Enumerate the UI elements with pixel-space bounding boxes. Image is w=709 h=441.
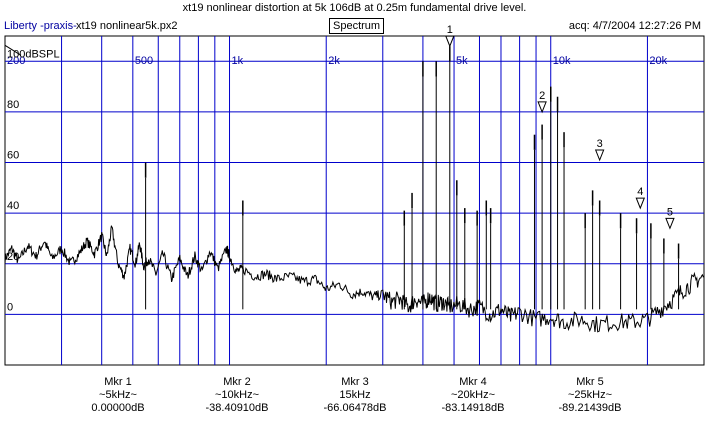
view-mode-button[interactable]: Spectrum [329, 18, 385, 34]
marker-readout-2: Mkr 2 ~10kHz~ -38.40910dB [167, 376, 307, 415]
marker-readout-freq: ~10kHz~ [214, 389, 260, 401]
marker-readout-3: Mkr 3 15kHz -66.06478dB [285, 376, 425, 415]
marker-readout-name: Mkr 1 [104, 376, 132, 388]
y-tick-label: 40 [7, 200, 19, 212]
marker-readout-1: Mkr 1 ~5kHz~ 0.00000dB [48, 376, 188, 415]
marker-readout-value: -66.06478dB [323, 402, 387, 414]
x-tick-label: 1k [232, 55, 244, 67]
x-tick-label: 5k [456, 55, 468, 67]
marker-label: 5 [667, 206, 673, 218]
marker-label: 1 [447, 24, 453, 36]
chart-title: xt19 nonlinear distortion at 5k 106dB at… [182, 2, 527, 14]
marker-readout-value: -38.40910dB [205, 402, 269, 414]
marker-readout-name: Mkr 4 [459, 376, 487, 388]
marker-triangle[interactable] [665, 217, 675, 230]
x-tick-label: 500 [135, 55, 153, 67]
marker-triangle[interactable] [594, 149, 605, 162]
marker-readout-name: Mkr 2 [223, 376, 251, 388]
x-tick-label: 200 [7, 55, 25, 67]
app-name-label: Liberty -praxis- [4, 20, 77, 32]
marker-label: 4 [637, 186, 643, 198]
acquisition-timestamp: acq: 4/7/2004 12:27:26 PM [568, 20, 701, 32]
y-tick-label: 60 [7, 150, 19, 162]
y-tick-label: 80 [7, 99, 19, 111]
marker-readout-freq: 15kHz [339, 389, 371, 401]
x-tick-label: 20k [649, 55, 667, 67]
marker-readout-freq: ~5kHz~ [99, 389, 137, 401]
marker-readout-value: -89.21439dB [558, 402, 622, 414]
y-tick-label: 100dBSPL [7, 48, 60, 60]
file-name-label: xt19 nonlinear5k.px2 [76, 20, 178, 32]
marker-readout-value: 0.00000dB [91, 402, 145, 414]
y-tick-label: 0 [7, 301, 13, 313]
x-tick-label: 2k [328, 55, 340, 67]
plot-frame [4, 35, 705, 366]
marker-readout-name: Mkr 5 [576, 376, 604, 388]
marker-readout-freq: ~20kHz~ [450, 389, 496, 401]
marker-readout-value: -83.14918dB [441, 402, 505, 414]
reference-level-arrow [4, 44, 22, 56]
marker-triangle[interactable] [445, 35, 455, 48]
marker-readout-5: Mkr 5 ~25kHz~ -89.21439dB [520, 376, 660, 415]
x-tick-label: 10k [553, 55, 571, 67]
marker-readout-4: Mkr 4 ~20kHz~ -83.14918dB [403, 376, 543, 415]
spectrum-trace [4, 225, 705, 333]
marker-triangle[interactable] [635, 197, 646, 210]
marker-label: 3 [597, 138, 603, 150]
marker-triangle[interactable] [537, 101, 547, 114]
marker-readout-name: Mkr 3 [341, 376, 369, 388]
marker-readout-freq: ~25kHz~ [567, 389, 613, 401]
marker-label: 2 [539, 90, 545, 102]
